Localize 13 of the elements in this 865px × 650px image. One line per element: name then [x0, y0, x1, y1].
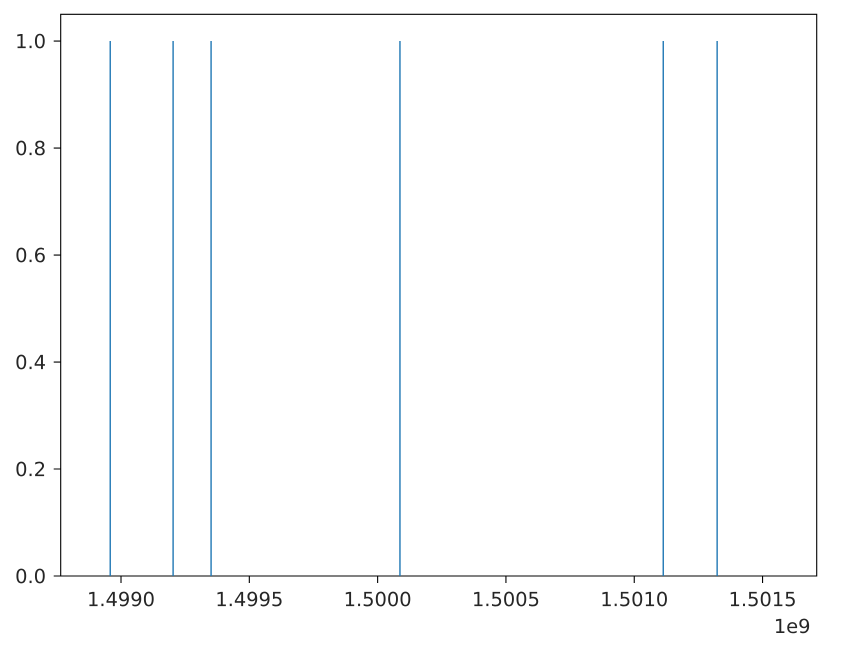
x-tick-label: 1.4995	[217, 592, 282, 606]
text: 1e9	[776, 618, 810, 634]
y-tick-label: 0.2	[16, 462, 44, 476]
y-tick-label: 0.4	[16, 354, 45, 370]
y-tick-label: 0.6	[16, 248, 45, 262]
x-tick-label: 1.5010	[602, 592, 667, 606]
x-tick-label: 1.5015	[730, 592, 795, 606]
y-tick-label: 0.8	[16, 140, 45, 156]
x-tick-label: 1.4990	[89, 592, 154, 606]
y-tick-label: 0.0	[16, 568, 45, 584]
x-tick-label: 1.5005	[474, 592, 538, 606]
x-tick-label: 1.5000	[346, 592, 410, 606]
y-tick-label: 1.0	[17, 34, 45, 48]
